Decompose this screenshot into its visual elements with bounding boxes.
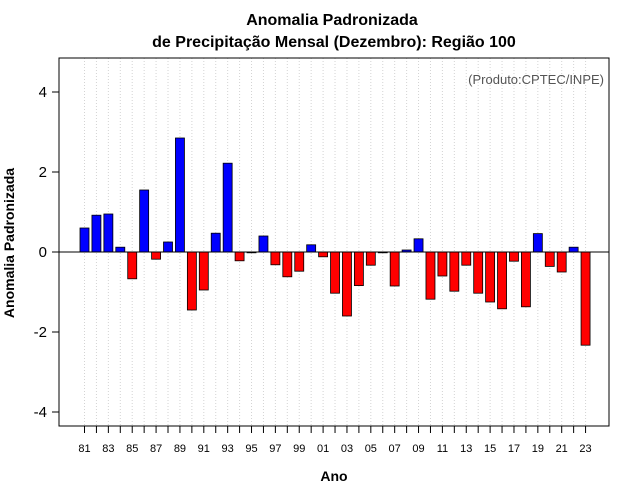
x-tick-label: 23 — [579, 443, 591, 455]
bar-94 — [234, 251, 245, 262]
bar-05 — [365, 251, 376, 266]
bar-10 — [425, 251, 436, 300]
bar-82 — [91, 214, 102, 253]
credit-text: (Produto:CPTEC/INPE) — [468, 72, 604, 87]
bar-17 — [509, 251, 519, 262]
bar-92 — [210, 232, 221, 253]
y-tick-label: -2 — [34, 324, 47, 341]
x-tick-label: 13 — [460, 443, 472, 455]
x-tick-label: 17 — [508, 443, 520, 455]
bar-87 — [151, 251, 161, 260]
bar-91 — [198, 251, 209, 291]
bar-96 — [258, 235, 269, 253]
bar-13 — [461, 251, 472, 266]
bar-19 — [532, 233, 543, 253]
x-tick-label: 87 — [150, 443, 162, 455]
bar-14 — [473, 251, 484, 294]
x-tick-label: 85 — [126, 443, 138, 455]
x-tick-label: 91 — [198, 443, 210, 455]
bar-11 — [437, 251, 448, 277]
x-tick-label: 21 — [556, 443, 568, 455]
x-tick-label: 01 — [317, 443, 329, 455]
bar-15 — [485, 251, 496, 303]
y-axis: 4 2 0 -2 -4 — [34, 84, 59, 421]
bar-12 — [449, 251, 460, 292]
bar-20 — [544, 251, 555, 267]
bar-83 — [103, 213, 114, 253]
bar-07 — [389, 251, 400, 287]
bar-16 — [497, 251, 507, 310]
bar-84 — [115, 246, 126, 253]
y-tick-label: -4 — [34, 404, 47, 421]
plot-frame — [58, 57, 610, 427]
chart-title-line1: Anomalia Padronizada — [246, 12, 418, 29]
x-axis: 81 83 85 87 89 91 93 95 97 99 01 03 05 07 09 11 13 15 17 19… — [78, 426, 592, 455]
x-tick-label: 95 — [245, 443, 257, 455]
x-tick-label: 15 — [484, 443, 496, 455]
bar-04 — [353, 251, 364, 286]
x-tick-label: 83 — [102, 443, 114, 455]
bar-89 — [175, 137, 185, 253]
x-tick-label: 09 — [412, 443, 424, 455]
bar-03 — [342, 251, 352, 317]
bar-99 — [294, 251, 305, 272]
x-tick-label: 03 — [341, 443, 353, 455]
x-tick-label: 97 — [269, 443, 281, 455]
bar-98 — [282, 251, 293, 278]
x-tick-label: 89 — [174, 443, 186, 455]
bar-00 — [306, 244, 317, 253]
x-tick-label: 99 — [293, 443, 305, 455]
bar-01 — [318, 251, 329, 258]
x-tick-label: 07 — [389, 443, 401, 455]
chart-title-line2: de Precipitação Mensal (Dezembro): Regiã… — [152, 34, 516, 51]
y-tick-label: 0 — [39, 244, 47, 261]
bar-21 — [556, 251, 567, 273]
x-tick-label: 19 — [532, 443, 544, 455]
bar-85 — [127, 251, 138, 280]
bar-90 — [186, 251, 197, 311]
bar-97 — [270, 251, 281, 266]
x-tick-label: 05 — [365, 443, 377, 455]
bar-93 — [222, 162, 233, 253]
bar-23 — [580, 251, 591, 346]
bar-18 — [521, 251, 531, 308]
bar-81 — [79, 227, 90, 253]
x-tick-label: 11 — [437, 443, 448, 455]
x-axis-label: Ano — [320, 468, 347, 484]
bar-02 — [330, 251, 340, 294]
y-tick-label: 4 — [39, 84, 47, 101]
bar-09 — [413, 238, 424, 253]
x-tick-label: 81 — [78, 443, 90, 455]
bar-88 — [163, 241, 173, 253]
bar-86 — [139, 189, 150, 253]
x-tick-label: 93 — [222, 443, 234, 455]
grid-lines — [84, 58, 587, 426]
bars — [79, 137, 591, 346]
y-tick-label: 2 — [39, 164, 47, 181]
bar-22 — [568, 246, 579, 253]
y-axis-label: Anomalia Padronizada — [1, 168, 17, 318]
